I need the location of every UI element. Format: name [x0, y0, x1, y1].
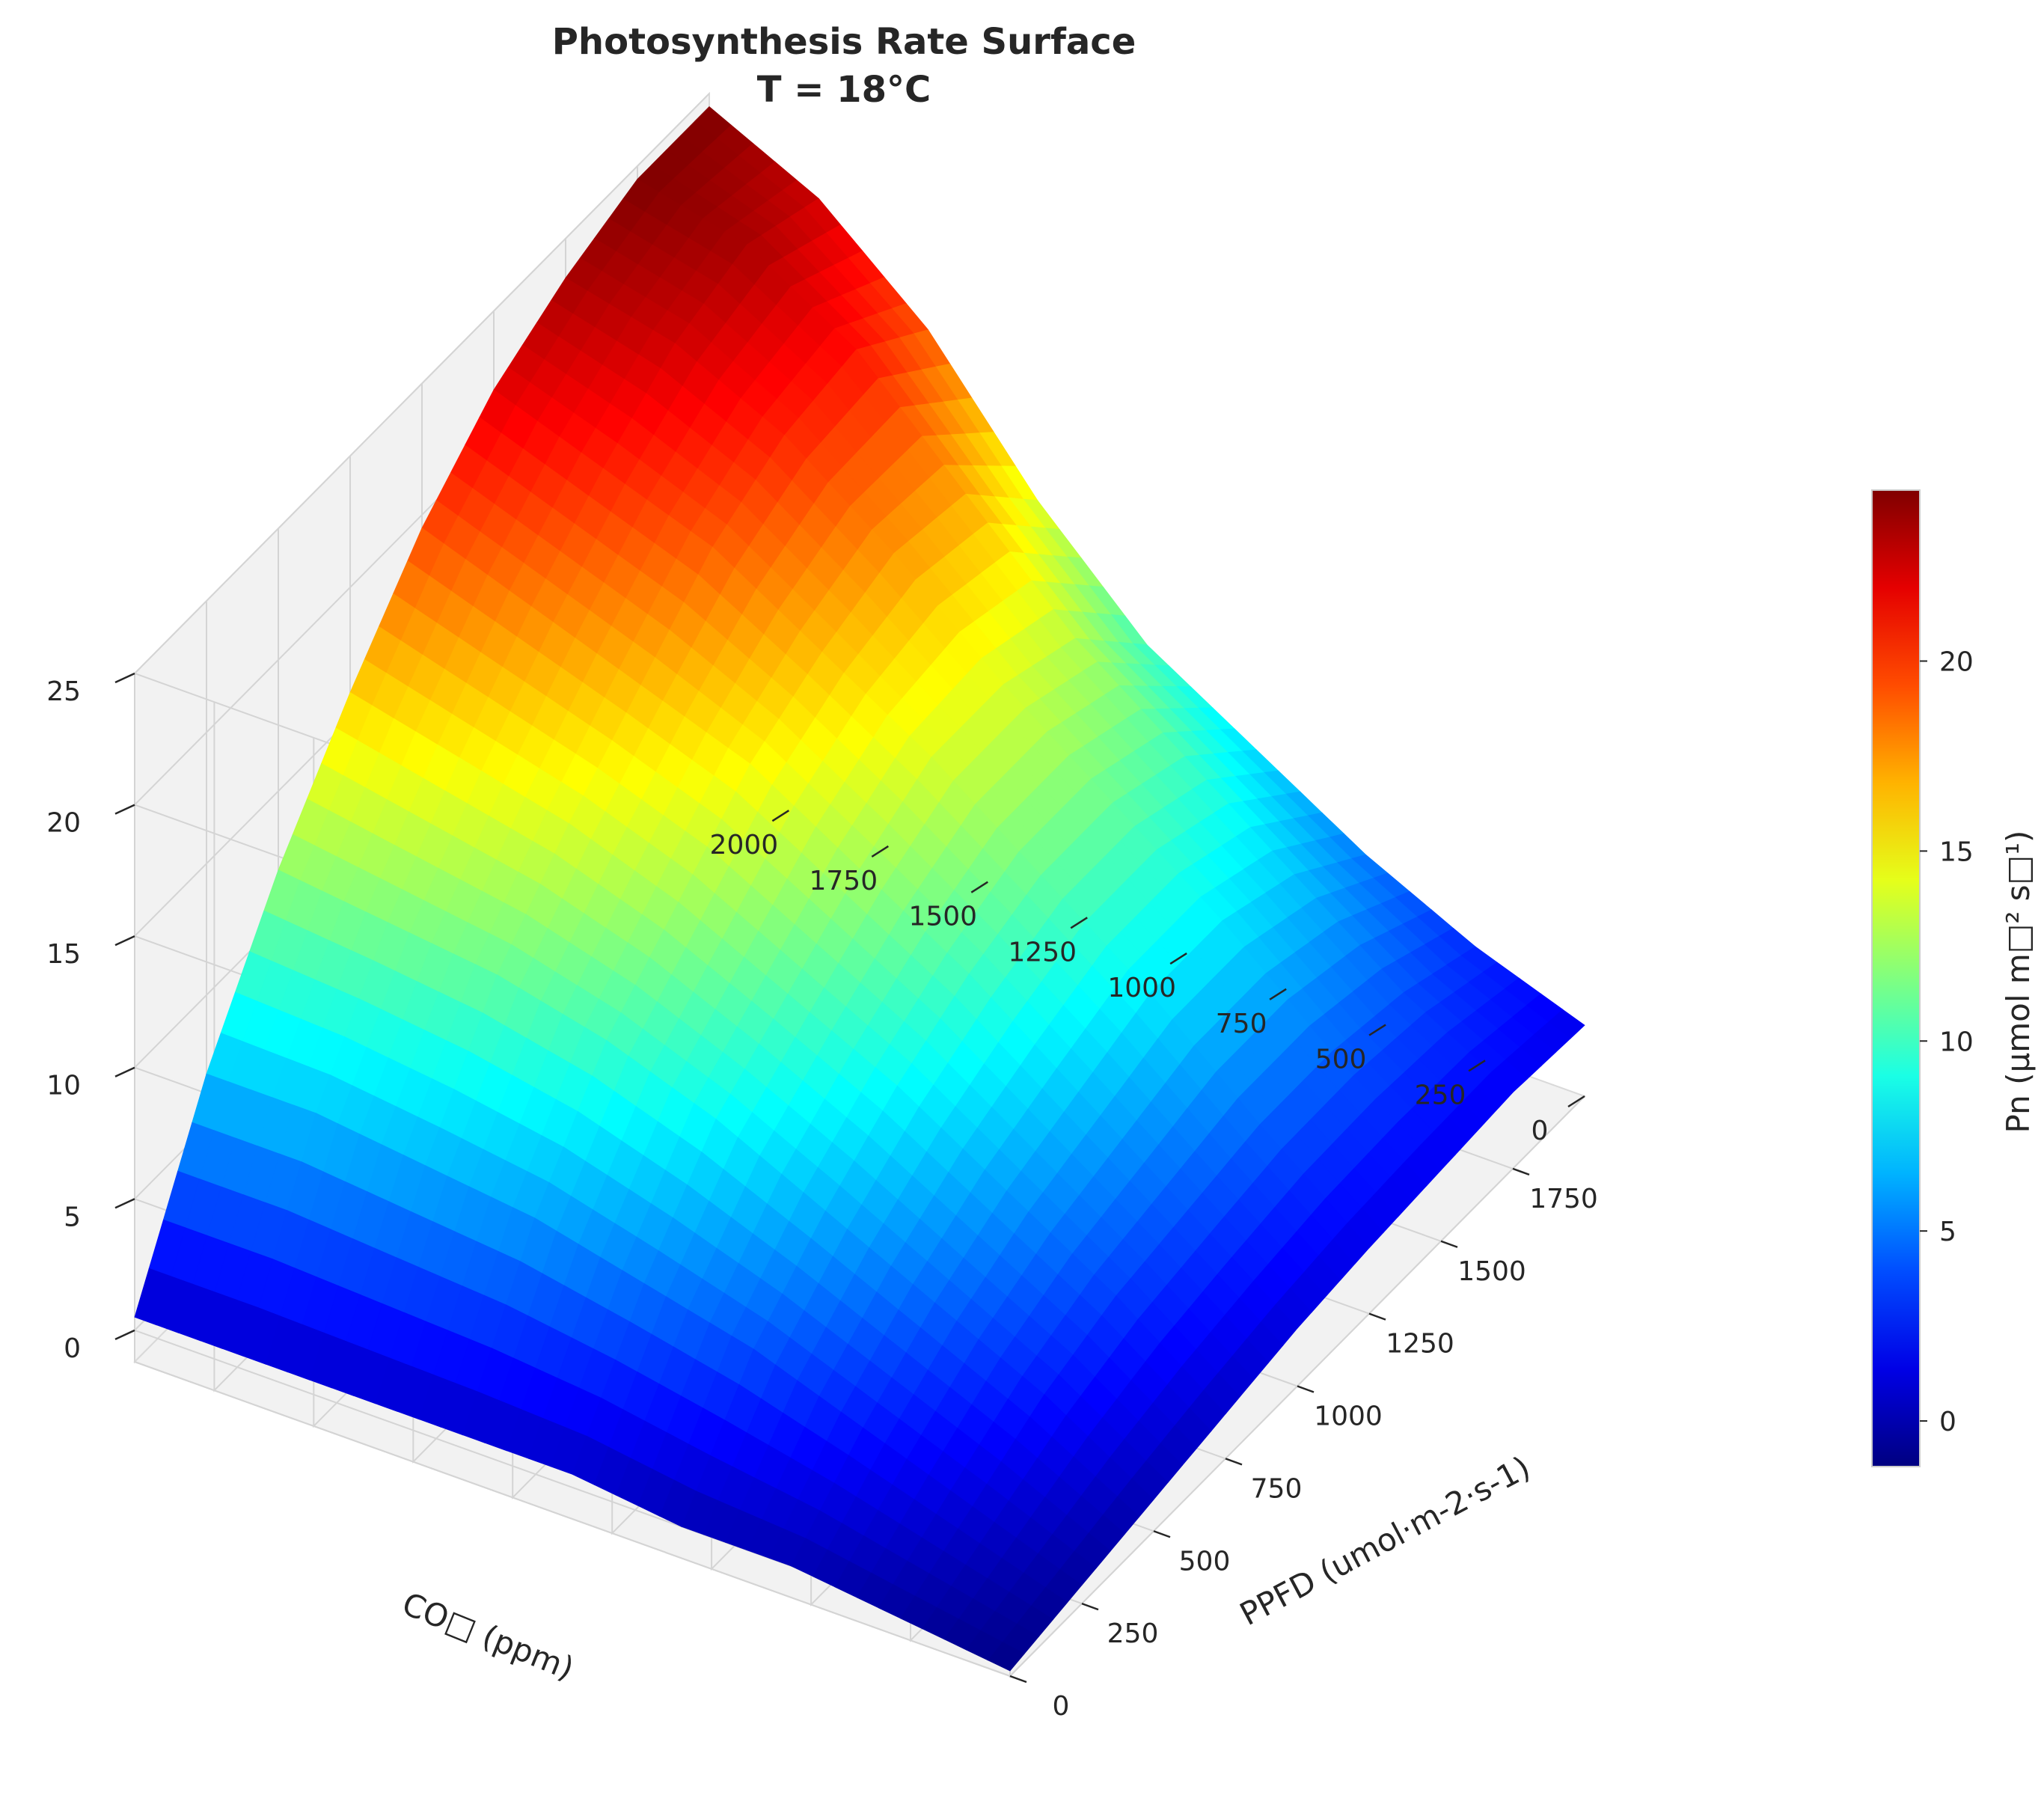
x-tick-label: 1000 [1314, 1401, 1383, 1432]
y-tick-label: 1000 [1107, 973, 1176, 1003]
colorbar-tick-label: 20 [1939, 647, 1974, 678]
y-tick-label: 0 [1532, 1116, 1549, 1146]
x-tick-label: 1250 [1386, 1329, 1454, 1360]
z-tick-mark [114, 804, 135, 815]
y-tick-mark [1070, 917, 1088, 929]
y-tick-mark [771, 810, 790, 822]
z-tick-label: 15 [46, 939, 81, 970]
z-tick-mark [114, 1198, 135, 1209]
y-tick-label: 1250 [1008, 937, 1077, 967]
z-tick-label: 10 [46, 1071, 81, 1101]
colorbar-label: Pn (μmol m□² s□¹) [2000, 831, 2037, 1134]
x-tick-label: 1500 [1457, 1256, 1526, 1287]
y-tick-label: 750 [1216, 1009, 1267, 1039]
x-tick-mark [1440, 1240, 1458, 1248]
colorbar-gradient [1871, 489, 1921, 1467]
z-tick-mark [114, 1329, 135, 1340]
z-tick-label: 20 [46, 808, 81, 839]
x-tick-mark [1512, 1167, 1530, 1176]
y-tick-mark [1169, 953, 1187, 965]
y-tick-label: 1500 [908, 902, 977, 932]
x-grid-line [134, 673, 1011, 1677]
y-tick-mark [1368, 1024, 1386, 1036]
x-tick-mark [1009, 1675, 1027, 1684]
z-tick-mark [114, 672, 135, 684]
x-tick-label: 1750 [1529, 1184, 1598, 1214]
y-tick-mark [1269, 988, 1287, 1000]
z-tick-label: 5 [64, 1202, 81, 1232]
colorbar-tick-label: 15 [1939, 837, 1974, 867]
y-tick-label: 2000 [710, 830, 779, 860]
x-tick-label: 750 [1251, 1473, 1303, 1504]
y-axis-label: CO□ (ppm) [397, 1585, 579, 1687]
chart-subtitle: T = 18°C [757, 69, 931, 111]
y-tick-mark [871, 845, 889, 857]
y-tick-label: 1750 [810, 866, 878, 896]
colorbar-tick-label: 10 [1939, 1027, 1974, 1057]
x-tick-label: 0 [1053, 1691, 1070, 1722]
z-tick-label: 25 [46, 676, 81, 707]
surface-mesh [134, 106, 1585, 1672]
colorbar: 0 5 10 15 20 [1871, 489, 1974, 1467]
x-tick-mark [1153, 1530, 1171, 1538]
axis-ticks: 0250500750100012501500175002505007501000… [46, 672, 1598, 1722]
z-tick-mark [114, 935, 135, 947]
y-tick-mark [1468, 1060, 1486, 1072]
surface-cell [988, 1642, 1025, 1672]
colorbar-tick-label: 5 [1939, 1217, 1956, 1247]
x-tick-mark [1297, 1385, 1315, 1393]
chart-title: Photosynthesis Rate Surface [552, 21, 1136, 63]
y-tick-mark [970, 881, 988, 893]
y-tick-label: 500 [1315, 1045, 1367, 1075]
x-tick-label: 250 [1107, 1618, 1159, 1649]
y-tick-label: 250 [1415, 1080, 1466, 1110]
x-tick-mark [1225, 1458, 1243, 1466]
x-tick-mark [1081, 1602, 1099, 1611]
x-tick-mark [1368, 1312, 1386, 1321]
y-tick-mark [1567, 1095, 1585, 1108]
colorbar-tick-label: 0 [1939, 1407, 1956, 1437]
z-tick-label: 0 [64, 1333, 81, 1364]
z-tick-mark [114, 1066, 135, 1077]
x-tick-label: 500 [1179, 1546, 1231, 1577]
